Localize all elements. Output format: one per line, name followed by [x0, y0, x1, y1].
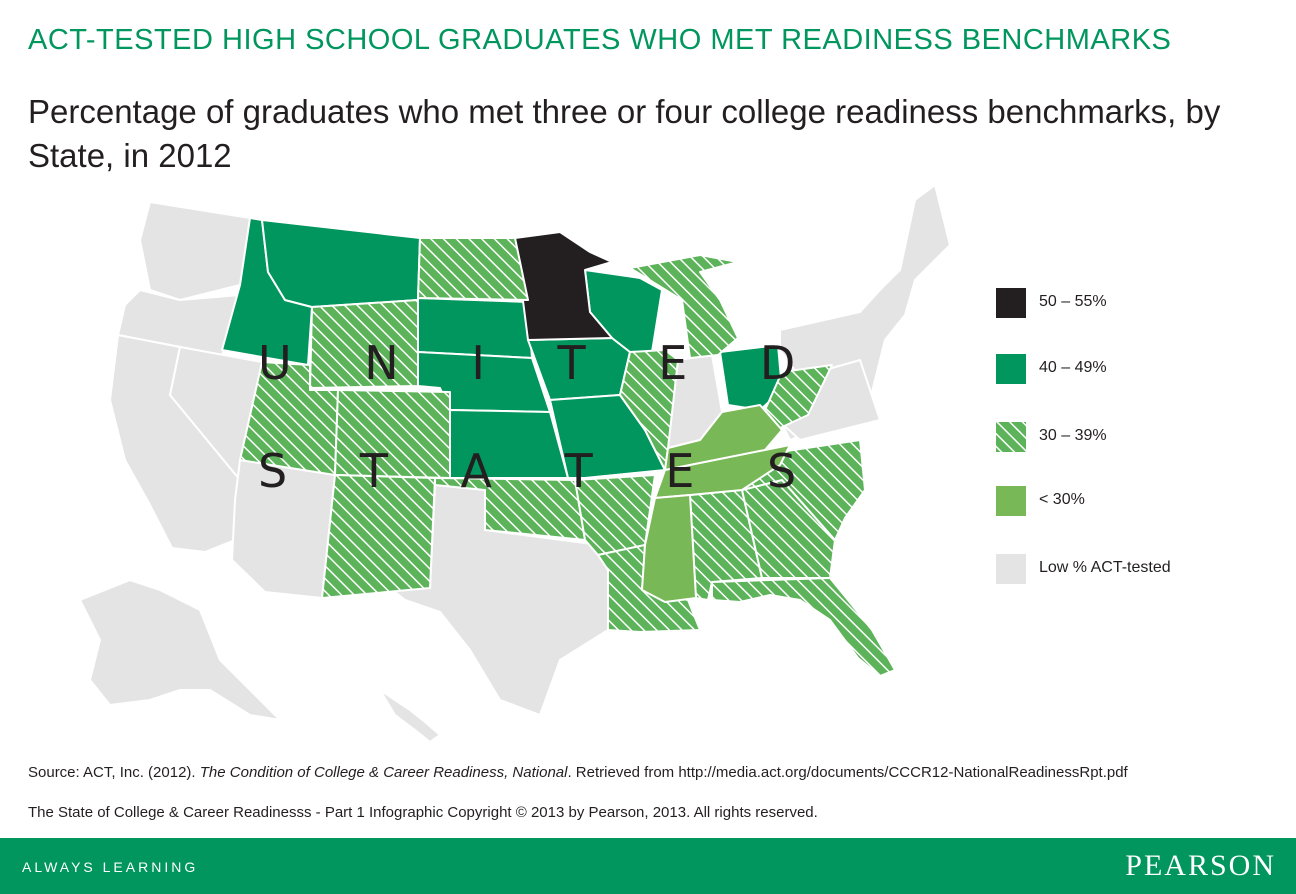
legend-swatch-lt30: [996, 486, 1026, 516]
kicker-title: ACT-TESTED HIGH SCHOOL GRADUATES WHO MET…: [28, 24, 1172, 56]
state-florida: [711, 577, 896, 677]
legend-label-50-55: 50 – 55%: [1039, 293, 1107, 310]
legend-swatch-50-55: [996, 288, 1026, 318]
map-label-united: U N I T E D: [258, 336, 814, 390]
legend-item-40-49: 40 – 49%: [996, 354, 1256, 384]
legend-item-low: Low % ACT-tested: [996, 554, 1256, 584]
source-note: Source: ACT, Inc. (2012). The Condition …: [28, 764, 1128, 781]
legend-swatch-40-49: [996, 354, 1026, 384]
state-new-mexico: [321, 474, 436, 599]
footer-bar: ALWAYS LEARNING PEARSON: [0, 838, 1296, 894]
legend-label-low: Low % ACT-tested: [1039, 559, 1171, 576]
state-michigan: [629, 254, 739, 359]
footer-tagline: ALWAYS LEARNING: [22, 859, 199, 875]
legend-label-30-39: 30 – 39%: [1039, 427, 1107, 444]
state-minnesota: [514, 231, 613, 341]
legend-label-40-49: 40 – 49%: [1039, 359, 1107, 376]
legend-swatch-30-39: [996, 422, 1026, 452]
source-org: : ACT, Inc. (2012).: [75, 764, 200, 781]
state-north-dakota: [417, 237, 529, 301]
map-label-states: S T A T E S: [258, 444, 815, 498]
source-prefix: Source: [28, 764, 76, 781]
legend-label-lt30: < 30%: [1039, 491, 1085, 508]
legend-item-lt30: < 30%: [996, 486, 1256, 516]
state-alaska: [79, 579, 281, 721]
source-url: . Retrieved from http://media.act.org/do…: [567, 764, 1128, 781]
state-montana: [261, 219, 421, 308]
us-map-svg: [79, 184, 951, 743]
state-hawaii: [379, 689, 441, 743]
state-washington: [139, 201, 251, 301]
legend-item-50-55: 50 – 55%: [996, 288, 1256, 318]
us-map: U N I T E D S T A T E S: [0, 150, 960, 750]
legend-item-30-39: 30 – 39%: [996, 422, 1256, 452]
state-west-virginia: [764, 364, 833, 429]
legend-swatch-low: [996, 554, 1026, 584]
state-wyoming: [309, 299, 419, 389]
map-subtitle: Percentage of graduates who met three or…: [28, 93, 1221, 174]
state-mississippi: [641, 494, 697, 603]
source-title: The Condition of College & Career Readin…: [199, 764, 568, 781]
pearson-logo: PEARSON: [1125, 849, 1276, 882]
copyright-note: The State of College & Career Readinesss…: [28, 804, 818, 821]
